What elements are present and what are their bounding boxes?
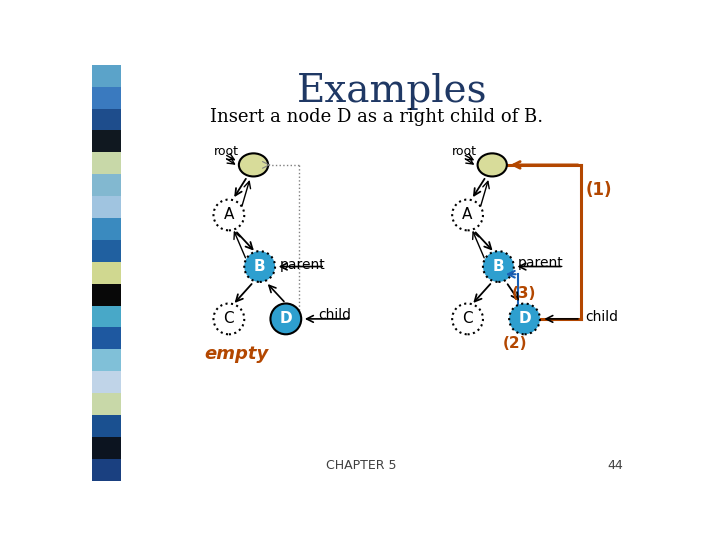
Bar xyxy=(92,371,121,393)
Text: child: child xyxy=(585,310,618,325)
Bar xyxy=(92,109,121,131)
Bar xyxy=(92,131,121,152)
Circle shape xyxy=(271,303,301,334)
Text: 44: 44 xyxy=(608,458,624,472)
Text: B: B xyxy=(254,259,266,274)
Text: C: C xyxy=(223,312,234,326)
Text: (2): (2) xyxy=(503,336,528,351)
Text: parent: parent xyxy=(279,258,325,272)
Circle shape xyxy=(452,303,483,334)
Bar xyxy=(92,458,121,481)
Ellipse shape xyxy=(239,153,268,177)
Text: A: A xyxy=(462,207,473,222)
Circle shape xyxy=(509,303,540,334)
Bar xyxy=(92,65,121,87)
Bar xyxy=(92,327,121,349)
Text: empty: empty xyxy=(204,345,269,362)
Text: D: D xyxy=(518,312,531,326)
Circle shape xyxy=(213,200,244,231)
Bar xyxy=(92,262,121,284)
Text: (1): (1) xyxy=(585,181,612,199)
Text: B: B xyxy=(492,259,504,274)
Bar xyxy=(92,349,121,371)
Bar xyxy=(92,437,121,458)
Bar xyxy=(92,306,121,327)
Text: parent: parent xyxy=(518,255,564,269)
Bar xyxy=(92,87,121,109)
Text: (3): (3) xyxy=(512,286,536,301)
Text: root: root xyxy=(213,145,238,158)
Bar xyxy=(92,415,121,437)
Circle shape xyxy=(483,251,514,282)
Circle shape xyxy=(213,303,244,334)
Bar xyxy=(92,218,121,240)
Text: A: A xyxy=(224,207,234,222)
Circle shape xyxy=(452,200,483,231)
Bar xyxy=(92,240,121,262)
Text: Insert a node D as a right child of B.: Insert a node D as a right child of B. xyxy=(210,108,544,126)
Text: Examples: Examples xyxy=(297,73,487,110)
Text: CHAPTER 5: CHAPTER 5 xyxy=(326,458,397,472)
Text: child: child xyxy=(318,308,351,322)
Bar xyxy=(92,174,121,196)
Bar xyxy=(92,152,121,174)
Text: C: C xyxy=(462,312,473,326)
Circle shape xyxy=(244,251,275,282)
Ellipse shape xyxy=(477,153,507,177)
Text: root: root xyxy=(452,145,477,158)
Bar xyxy=(92,196,121,218)
Text: D: D xyxy=(279,312,292,326)
Bar xyxy=(92,393,121,415)
Bar xyxy=(92,284,121,306)
